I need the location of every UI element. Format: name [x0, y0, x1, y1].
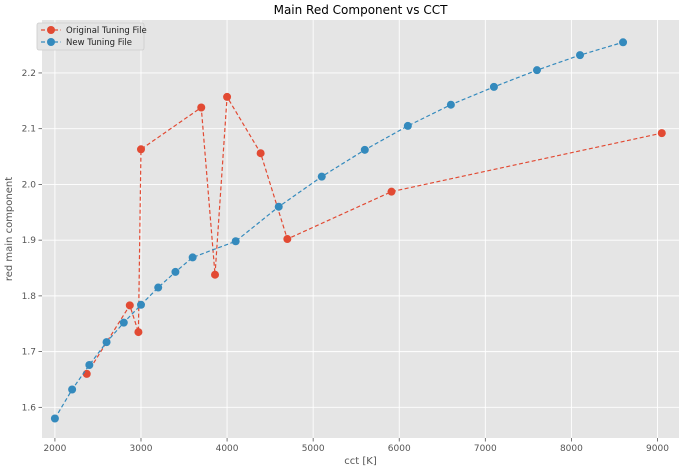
plot-area	[42, 20, 679, 438]
x-axis-label: cct [K]	[344, 456, 377, 467]
chart-title: Main Red Component vs CCT	[274, 3, 448, 17]
data-point	[125, 301, 134, 310]
data-point	[119, 318, 128, 327]
series-line	[86, 94, 662, 375]
data-point	[211, 270, 220, 279]
data-point	[256, 149, 265, 158]
data-point	[102, 338, 111, 347]
data-point	[619, 38, 628, 47]
data-point	[136, 145, 145, 154]
data-point	[283, 235, 292, 244]
data-point	[274, 202, 283, 211]
data-point	[446, 100, 455, 109]
data-point	[223, 92, 232, 101]
y-tick-label: 1.9	[22, 236, 37, 246]
y-tick-label: 2.1	[22, 125, 36, 135]
data-point	[403, 121, 412, 130]
grid-lines	[42, 20, 679, 438]
data-point	[188, 253, 197, 262]
legend-label-new: New Tuning File	[66, 38, 132, 48]
data-point	[50, 414, 59, 423]
x-tick-label: 9000	[646, 444, 669, 454]
data-point	[134, 328, 143, 337]
legend-box	[36, 22, 145, 51]
data-point	[657, 129, 666, 138]
x-tick-label: 6000	[388, 444, 411, 454]
y-tick-label: 2.2	[22, 69, 36, 79]
data-point	[360, 145, 369, 154]
legend-marker-new	[47, 38, 55, 46]
y-axis-label: red main component	[4, 177, 15, 281]
x-tick-label: 3000	[130, 444, 153, 454]
data-point	[85, 360, 94, 369]
y-tick-label: 1.7	[22, 348, 36, 358]
data-point	[154, 283, 163, 292]
data-point	[197, 103, 206, 112]
data-point	[489, 82, 498, 91]
y-tick-label: 1.8	[22, 292, 37, 302]
data-point	[387, 187, 396, 196]
x-tick-label: 8000	[560, 444, 583, 454]
axis-ticks: 2000 3000 4000 5000 6000 7000 8000 9000 1.6 1.7 1.…	[22, 69, 670, 454]
series-original	[82, 92, 666, 378]
data-point	[171, 267, 180, 276]
series-layer	[50, 38, 666, 423]
x-tick-label: 2000	[43, 444, 66, 454]
data-point	[136, 300, 145, 309]
data-point	[68, 385, 77, 394]
series-new	[50, 38, 628, 423]
x-tick-label: 7000	[474, 444, 497, 454]
y-tick-label: 1.6	[22, 403, 37, 413]
legend: Original Tuning File New Tuning File	[36, 22, 147, 51]
data-point	[82, 369, 91, 378]
y-tick-label: 2.0	[22, 180, 37, 190]
data-point	[532, 66, 541, 75]
x-tick-label: 4000	[216, 444, 239, 454]
legend-label-original: Original Tuning File	[66, 26, 147, 36]
legend-marker-original	[47, 26, 55, 34]
data-point	[231, 237, 240, 246]
data-point	[317, 172, 326, 181]
data-point	[576, 51, 585, 60]
x-tick-label: 5000	[302, 444, 325, 454]
